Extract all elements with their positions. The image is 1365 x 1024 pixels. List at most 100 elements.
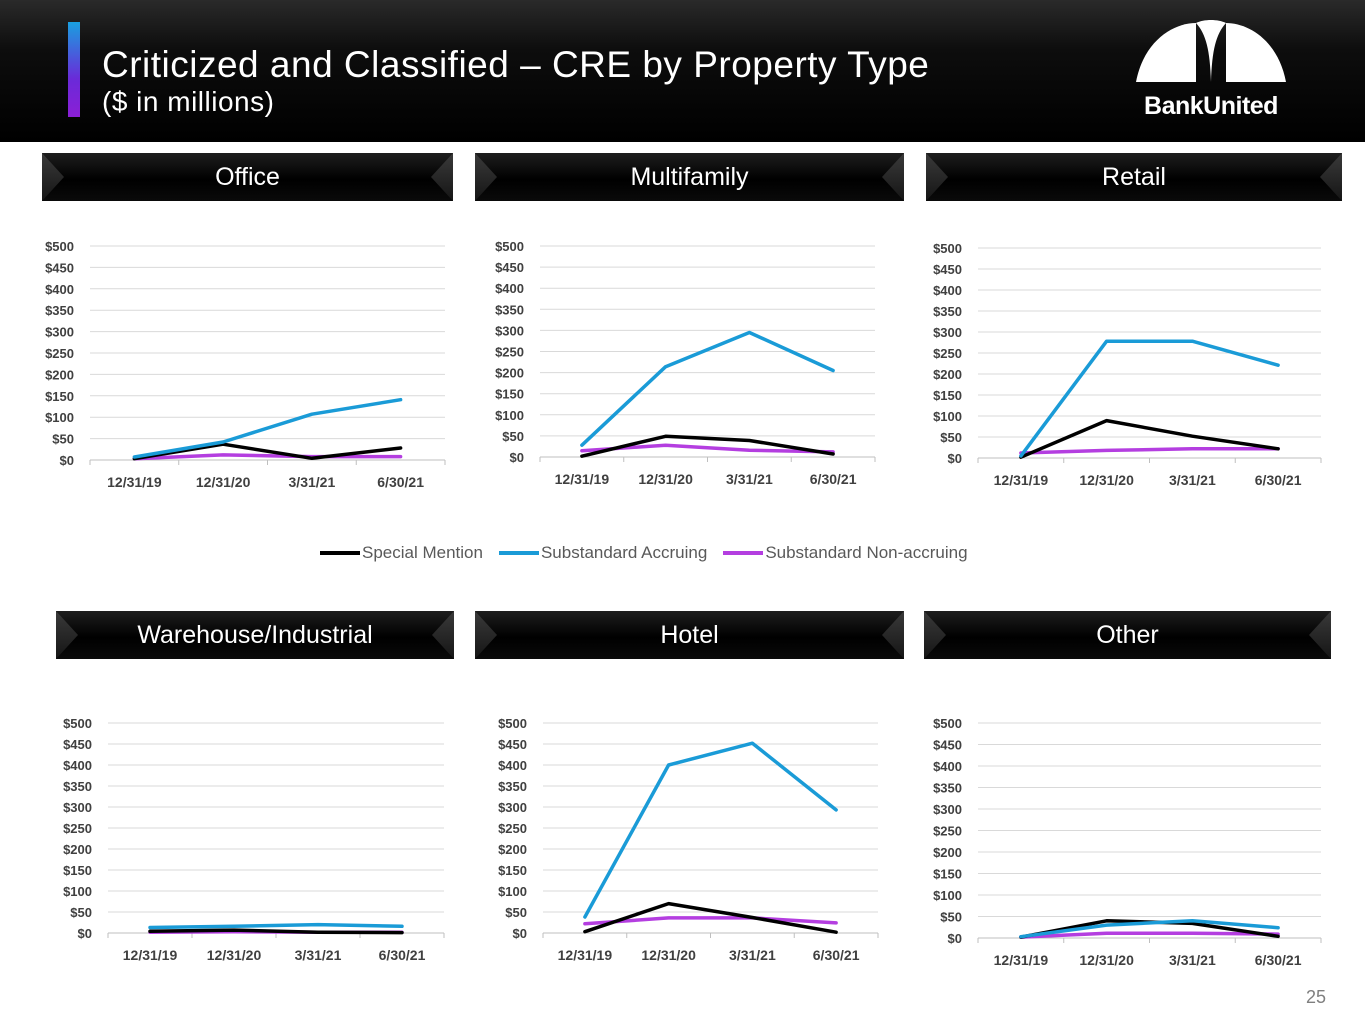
series-line-substandard-non-accruing bbox=[583, 916, 838, 926]
legend-label: Special Mention bbox=[362, 543, 483, 562]
x-tick-label: 3/31/21 bbox=[729, 947, 776, 963]
series-line-special-mention bbox=[580, 434, 835, 458]
y-tick-label: $350 bbox=[495, 302, 524, 317]
y-tick-label: $0 bbox=[948, 451, 962, 466]
y-tick-label: $250 bbox=[63, 821, 92, 836]
y-tick-label: $500 bbox=[933, 241, 962, 256]
chart-legend: Special Mention Substandard Accruing Sub… bbox=[320, 540, 984, 566]
x-tick-label: 6/30/21 bbox=[1255, 472, 1302, 488]
y-tick-label: $150 bbox=[45, 389, 74, 404]
y-tick-label: $300 bbox=[495, 323, 524, 338]
panel-title-hotel: Hotel bbox=[475, 611, 904, 659]
x-tick-label: 3/31/21 bbox=[726, 471, 773, 487]
y-tick-label: $200 bbox=[63, 842, 92, 857]
accent-bar bbox=[68, 22, 80, 117]
y-tick-label: $300 bbox=[498, 800, 527, 815]
y-tick-label: $450 bbox=[933, 262, 962, 277]
y-tick-label: $300 bbox=[933, 325, 962, 340]
y-tick-label: $350 bbox=[933, 304, 962, 319]
series-line-special-mention bbox=[583, 901, 838, 934]
y-tick-label: $0 bbox=[948, 931, 962, 946]
legend-item-substandard-accruing: Substandard Accruing bbox=[498, 543, 708, 563]
series-line-substandard-non-accruing bbox=[132, 453, 403, 461]
y-tick-label: $100 bbox=[933, 888, 962, 903]
y-tick-label: $200 bbox=[495, 366, 524, 381]
y-tick-label: $250 bbox=[933, 346, 962, 361]
x-tick-label: 12/31/19 bbox=[107, 474, 162, 490]
y-tick-label: $500 bbox=[45, 239, 74, 254]
panel-title-office: Office bbox=[42, 153, 453, 201]
x-tick-label: 12/31/19 bbox=[994, 472, 1049, 488]
chart-retail: $0 $50 $100 $150 $200 $250 $300 $350 $400 $450 $50… bbox=[933, 241, 1322, 488]
y-tick-label: $100 bbox=[63, 884, 92, 899]
legend-swatch bbox=[498, 551, 539, 555]
series-line-substandard-accruing bbox=[148, 922, 404, 930]
series-line-special-mention bbox=[1019, 418, 1280, 459]
y-tick-label: $250 bbox=[498, 821, 527, 836]
y-tick-label: $0 bbox=[78, 926, 92, 941]
series-line-substandard-accruing bbox=[583, 741, 838, 919]
y-tick-label: $100 bbox=[495, 408, 524, 423]
legend-label: Substandard Accruing bbox=[540, 543, 708, 562]
series-line-special-mention bbox=[132, 442, 403, 461]
y-tick-label: $0 bbox=[510, 450, 524, 465]
x-tick-label: 12/31/20 bbox=[1079, 952, 1134, 968]
y-tick-label: $300 bbox=[63, 800, 92, 815]
x-tick-label: 12/31/19 bbox=[123, 947, 178, 963]
series-line-special-mention bbox=[148, 928, 404, 935]
y-tick-label: $150 bbox=[63, 863, 92, 878]
y-tick-label: $200 bbox=[498, 842, 527, 857]
chart-hotel: $0 $50 $100 $150 $200 $250 $300 $350 $400 $450 $50… bbox=[498, 716, 879, 963]
chart-office: $0 $50 $100 $150 $200 $250 $300 $350 $400 $450 $50… bbox=[45, 239, 446, 490]
x-tick-label: 3/31/21 bbox=[289, 474, 336, 490]
y-tick-label: $50 bbox=[940, 430, 962, 445]
slide-header: Criticized and Classified – CRE by Prope… bbox=[0, 0, 1365, 142]
y-tick-label: $250 bbox=[933, 824, 962, 839]
x-tick-label: 12/31/19 bbox=[558, 947, 613, 963]
y-tick-label: $500 bbox=[495, 239, 524, 254]
x-tick-label: 12/31/20 bbox=[638, 471, 693, 487]
legend-swatch bbox=[320, 551, 360, 555]
page-subtitle: ($ in millions) bbox=[102, 86, 275, 117]
x-tick-label: 12/31/19 bbox=[555, 471, 610, 487]
y-tick-label: $350 bbox=[45, 303, 74, 318]
y-tick-label: $250 bbox=[495, 345, 524, 360]
y-tick-label: $50 bbox=[505, 905, 527, 920]
y-tick-label: $400 bbox=[933, 759, 962, 774]
y-tick-label: $150 bbox=[495, 387, 524, 402]
panel-title-other: Other bbox=[924, 611, 1331, 659]
y-tick-label: $0 bbox=[513, 926, 527, 941]
y-tick-label: $500 bbox=[933, 716, 962, 731]
x-tick-label: 3/31/21 bbox=[1169, 952, 1216, 968]
legend-label: Substandard Non-accruing bbox=[765, 543, 968, 562]
y-tick-label: $450 bbox=[498, 737, 527, 752]
y-tick-label: $300 bbox=[45, 325, 74, 340]
chart-other: $0 $50 $100 $150 $200 $250 $300 $350 $400 $450 $50… bbox=[933, 716, 1322, 968]
y-tick-label: $150 bbox=[498, 863, 527, 878]
x-tick-label: 12/31/20 bbox=[641, 947, 696, 963]
y-tick-label: $100 bbox=[933, 409, 962, 424]
panel-title-warehouse-industrial: Warehouse/Industrial bbox=[56, 611, 454, 659]
y-tick-label: $0 bbox=[60, 453, 74, 468]
logo-wordmark: BankUnited bbox=[1144, 92, 1278, 120]
series-line-substandard-accruing bbox=[1019, 919, 1280, 939]
y-tick-label: $400 bbox=[63, 758, 92, 773]
legend-swatch bbox=[723, 551, 764, 555]
y-tick-label: $150 bbox=[933, 867, 962, 882]
y-tick-label: $450 bbox=[63, 737, 92, 752]
y-tick-label: $250 bbox=[45, 346, 74, 361]
y-tick-label: $350 bbox=[498, 779, 527, 794]
x-tick-label: 3/31/21 bbox=[295, 947, 342, 963]
y-tick-label: $200 bbox=[933, 367, 962, 382]
x-tick-label: 6/30/21 bbox=[1255, 952, 1302, 968]
legend-item-special-mention: Special Mention bbox=[320, 543, 483, 563]
x-tick-label: 3/31/21 bbox=[1169, 472, 1216, 488]
y-tick-label: $100 bbox=[498, 884, 527, 899]
x-tick-label: 12/31/20 bbox=[1079, 472, 1134, 488]
y-tick-label: $300 bbox=[933, 802, 962, 817]
y-tick-label: $50 bbox=[52, 432, 74, 447]
y-tick-label: $50 bbox=[502, 429, 524, 444]
panel-title-retail: Retail bbox=[926, 153, 1342, 201]
x-tick-label: 12/31/19 bbox=[994, 952, 1049, 968]
y-tick-label: $400 bbox=[45, 282, 74, 297]
